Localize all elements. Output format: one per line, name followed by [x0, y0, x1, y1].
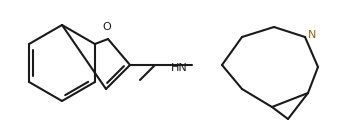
- Text: N: N: [308, 30, 317, 40]
- Text: HN: HN: [171, 63, 188, 73]
- Text: O: O: [103, 22, 112, 32]
